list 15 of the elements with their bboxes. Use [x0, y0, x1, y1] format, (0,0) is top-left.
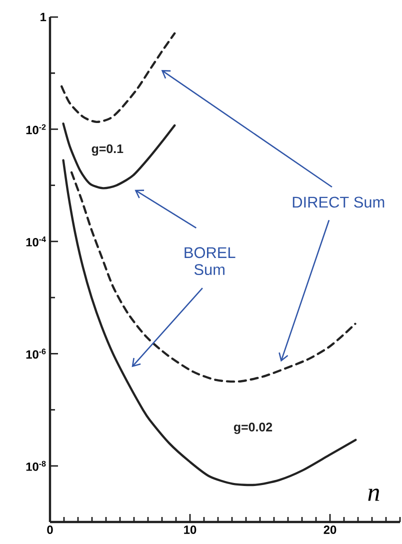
annotation: g=0.02 [234, 422, 272, 434]
y-tick-label: 10$^{-4}$ [26, 236, 46, 246]
annotation: BOREL Sum [184, 247, 236, 276]
y-tick-label: 10$^{-6}$ [26, 348, 46, 359]
y-tick-label: 10$^{-2}$ [26, 124, 46, 134]
y-tick-label: 1 [40, 12, 46, 22]
x-tick-label: 20 [324, 526, 336, 534]
x-axis-title: n [368, 488, 380, 501]
annotation: g=0.1 [92, 144, 124, 156]
annotation: DIRECT Sum [292, 196, 384, 208]
line-series [60, 32, 176, 124]
x-tick-label: 10 [184, 526, 196, 534]
y-tick-label: 10$^{-8}$ [26, 460, 46, 471]
line-series [62, 122, 176, 190]
x-tick-label: 0 [47, 526, 53, 534]
